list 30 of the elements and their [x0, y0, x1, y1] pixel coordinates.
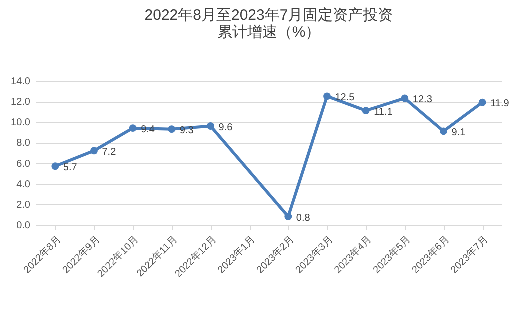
point — [90, 147, 98, 155]
y-tick-label: 14.0 — [11, 76, 31, 88]
y-tick-label: 4.0 — [16, 179, 31, 190]
point — [52, 162, 60, 170]
point — [284, 213, 292, 220]
point — [168, 126, 176, 134]
point — [324, 92, 331, 100]
y-tick-label: 0.0 — [16, 220, 31, 232]
data-label: 11.9 — [490, 98, 510, 110]
y-tick-label: 10.0 — [11, 118, 31, 129]
point — [478, 98, 486, 106]
point — [129, 124, 137, 132]
data-label: 5.7 — [63, 162, 78, 174]
point — [401, 94, 409, 102]
data-label: 12.5 — [335, 92, 356, 104]
point — [440, 128, 448, 136]
chart-title: 2022年8月至2023年7月固定资产投资 — [144, 7, 394, 24]
chart-subtitle: 累计增速（%） — [217, 24, 321, 41]
point — [207, 122, 214, 130]
y-tick-label: 8.0 — [16, 138, 31, 150]
data-label: 9.1 — [452, 127, 466, 138]
data-label: 11.1 — [374, 106, 394, 118]
y-tick-label: 6.0 — [16, 158, 31, 170]
point — [362, 107, 370, 115]
data-label: 9.6 — [218, 122, 234, 134]
y-tick-label: 2.0 — [16, 200, 31, 211]
data-label: 7.2 — [102, 146, 117, 158]
y-tick-label: 12.0 — [11, 97, 31, 108]
data-label: 12.3 — [412, 94, 433, 106]
data-label: 0.8 — [296, 212, 311, 224]
